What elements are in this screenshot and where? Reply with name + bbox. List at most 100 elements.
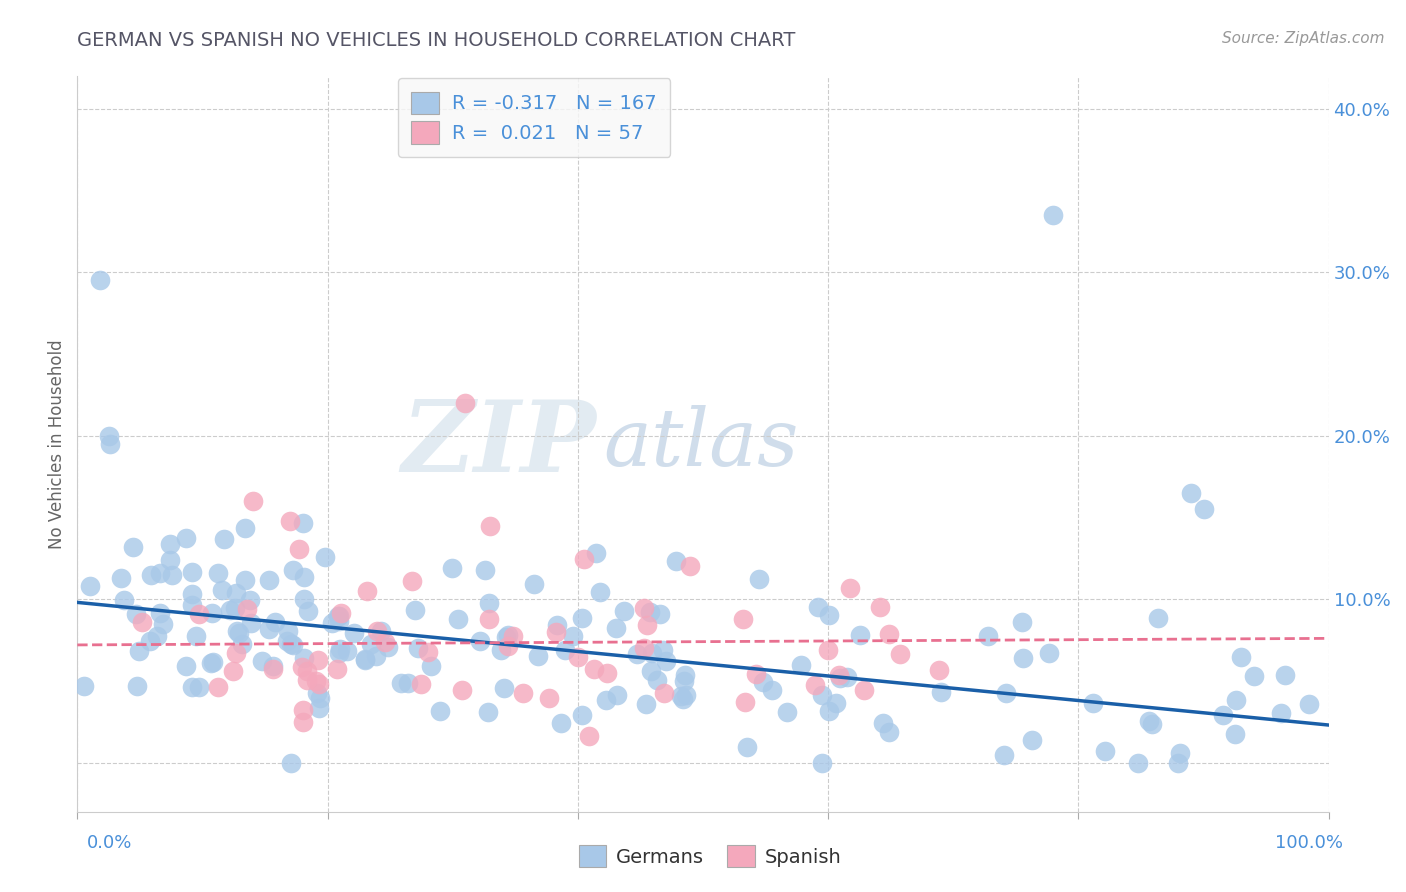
Text: GERMAN VS SPANISH NO VEHICLES IN HOUSEHOLD CORRELATION CHART: GERMAN VS SPANISH NO VEHICLES IN HOUSEHO…	[77, 31, 796, 50]
Point	[745, 667, 768, 681]
Point	[180, 587, 202, 601]
Point	[291, 703, 314, 717]
Point	[479, 518, 502, 533]
Point	[187, 607, 209, 621]
Point	[89, 273, 111, 287]
Point	[474, 564, 496, 578]
Point	[354, 652, 377, 666]
Point	[231, 637, 253, 651]
Point	[748, 572, 770, 586]
Point	[825, 696, 848, 710]
Point	[546, 618, 568, 632]
Point	[356, 583, 378, 598]
Point	[240, 616, 263, 631]
Point	[478, 612, 501, 626]
Point	[976, 629, 998, 643]
Point	[366, 648, 388, 663]
Point	[578, 730, 600, 744]
Point	[582, 661, 605, 675]
Point	[224, 600, 246, 615]
Point	[877, 724, 900, 739]
Point	[328, 609, 350, 624]
Point	[292, 569, 315, 583]
Y-axis label: No Vehicles in Household: No Vehicles in Household	[48, 339, 66, 549]
Point	[212, 533, 235, 547]
Point	[307, 653, 329, 667]
Point	[1223, 727, 1246, 741]
Point	[633, 600, 655, 615]
Point	[174, 659, 197, 673]
Point	[239, 592, 262, 607]
Point	[1298, 697, 1320, 711]
Point	[257, 622, 280, 636]
Point	[828, 667, 851, 681]
Point	[308, 677, 330, 691]
Point	[1147, 611, 1170, 625]
Point	[180, 680, 202, 694]
Point	[789, 658, 811, 673]
Point	[416, 644, 439, 658]
Point	[810, 688, 832, 702]
Text: 0.0%: 0.0%	[87, 834, 132, 852]
Point	[675, 668, 697, 682]
Point	[889, 647, 911, 661]
Text: atlas: atlas	[603, 405, 799, 483]
Point	[571, 611, 593, 625]
Point	[869, 599, 891, 614]
Point	[1243, 668, 1265, 682]
Point	[262, 658, 284, 673]
Point	[636, 617, 658, 632]
Point	[377, 640, 399, 654]
Point	[470, 634, 492, 648]
Point	[761, 683, 783, 698]
Point	[571, 707, 593, 722]
Point	[159, 553, 181, 567]
Point	[366, 624, 388, 638]
Point	[650, 607, 672, 621]
Point	[73, 679, 96, 693]
Point	[281, 638, 304, 652]
Point	[233, 573, 256, 587]
Point	[201, 606, 224, 620]
Point	[994, 685, 1017, 699]
Point	[451, 682, 474, 697]
Point	[1270, 706, 1292, 720]
Point	[149, 566, 172, 581]
Point	[441, 560, 464, 574]
Point	[638, 605, 661, 619]
Point	[993, 748, 1015, 763]
Point	[112, 593, 135, 607]
Point	[278, 514, 301, 528]
Point	[401, 574, 423, 588]
Point	[233, 521, 256, 535]
Point	[250, 654, 273, 668]
Point	[595, 693, 617, 707]
Point	[219, 603, 242, 617]
Point	[595, 665, 617, 680]
Point	[1094, 744, 1116, 758]
Point	[122, 540, 145, 554]
Point	[98, 436, 121, 450]
Point	[228, 626, 250, 640]
Point	[200, 656, 222, 670]
Point	[1140, 717, 1163, 731]
Point	[454, 396, 477, 410]
Point	[207, 566, 229, 580]
Point	[406, 640, 429, 655]
Point	[1212, 707, 1234, 722]
Point	[605, 622, 627, 636]
Point	[554, 642, 576, 657]
Point	[125, 607, 148, 621]
Point	[291, 714, 314, 729]
Point	[492, 681, 515, 695]
Point	[1274, 668, 1296, 682]
Point	[645, 673, 668, 688]
Point	[640, 664, 662, 678]
Point	[853, 683, 876, 698]
Point	[1038, 647, 1060, 661]
Point	[297, 604, 319, 618]
Point	[188, 681, 211, 695]
Point	[159, 537, 181, 551]
Point	[264, 615, 287, 629]
Point	[830, 671, 852, 685]
